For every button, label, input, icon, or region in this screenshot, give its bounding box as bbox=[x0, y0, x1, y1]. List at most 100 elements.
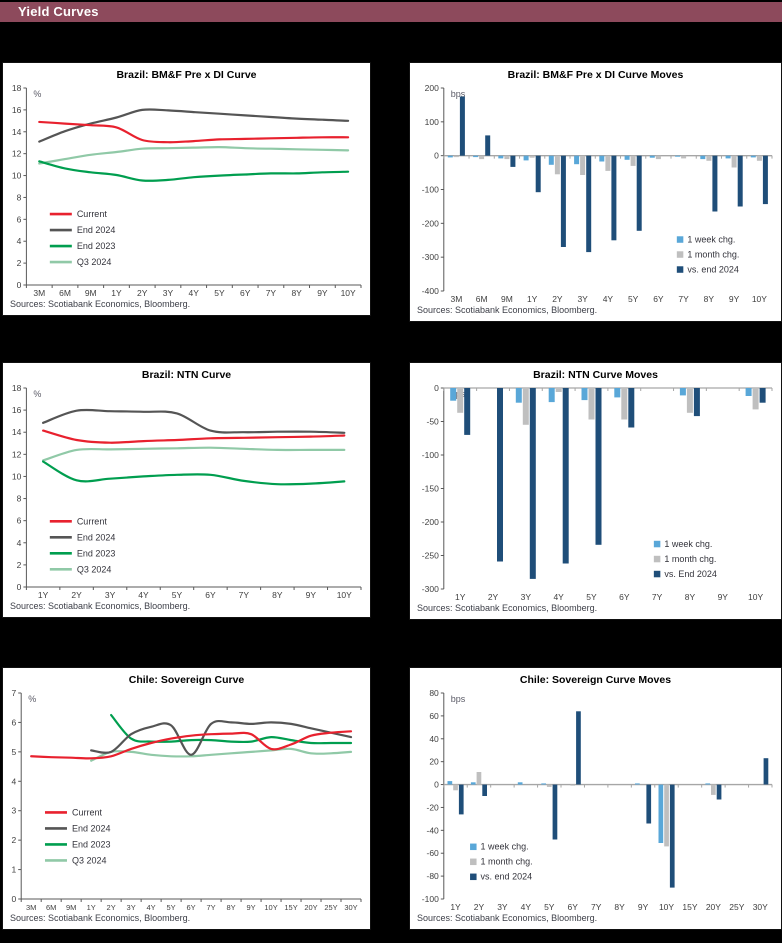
svg-text:6Y: 6Y bbox=[653, 294, 664, 304]
chart-card-chile-sovereign-curve-moves: Chile: Sovereign Curve Moves -100 -80 -60-… bbox=[409, 667, 782, 930]
svg-text:4Y: 4Y bbox=[188, 288, 199, 298]
svg-text:-300: -300 bbox=[422, 252, 439, 262]
chart-title: Brazil: NTN Curve bbox=[141, 369, 232, 381]
svg-text:2Y: 2Y bbox=[71, 590, 82, 600]
chart-title: Brazil: BM&F Pre x DI Curve Moves bbox=[507, 69, 684, 81]
svg-text:4: 4 bbox=[17, 236, 22, 246]
svg-text:1: 1 bbox=[11, 865, 16, 875]
svg-text:10Y: 10Y bbox=[748, 592, 763, 602]
svg-text:9Y: 9Y bbox=[246, 903, 255, 912]
svg-text:6Y: 6Y bbox=[205, 590, 216, 600]
svg-text:7Y: 7Y bbox=[266, 288, 277, 298]
svg-text:3Y: 3Y bbox=[105, 590, 116, 600]
svg-text:1 week chg.: 1 week chg. bbox=[481, 842, 529, 852]
svg-text:Current: Current bbox=[77, 516, 108, 526]
svg-text:9Y: 9Y bbox=[317, 288, 328, 298]
svg-text:3M: 3M bbox=[26, 903, 36, 912]
svg-text:-300: -300 bbox=[422, 584, 439, 594]
svg-text:4Y: 4Y bbox=[521, 902, 532, 912]
svg-text:0: 0 bbox=[434, 383, 439, 393]
svg-text:-100: -100 bbox=[422, 450, 439, 460]
svg-text:1 week chg.: 1 week chg. bbox=[664, 539, 712, 549]
chart-sources: Sources: Scotiabank Economics, Bloomberg… bbox=[417, 603, 598, 613]
svg-text:9Y: 9Y bbox=[638, 902, 649, 912]
svg-text:-50: -50 bbox=[427, 417, 440, 427]
chart-title: Chile: Sovereign Curve Moves bbox=[519, 674, 672, 686]
svg-text:7Y: 7Y bbox=[591, 902, 602, 912]
svg-text:1 month chg.: 1 month chg. bbox=[687, 249, 739, 259]
svg-text:8: 8 bbox=[17, 192, 22, 202]
svg-text:60: 60 bbox=[429, 711, 439, 721]
page-header: Yield Curves bbox=[0, 2, 782, 22]
svg-text:8Y: 8Y bbox=[685, 592, 696, 602]
svg-text:9Y: 9Y bbox=[718, 592, 729, 602]
svg-text:2Y: 2Y bbox=[107, 903, 116, 912]
svg-text:3M: 3M bbox=[33, 288, 45, 298]
svg-text:8: 8 bbox=[17, 494, 22, 504]
svg-text:3: 3 bbox=[11, 806, 16, 816]
svg-text:-100: -100 bbox=[422, 185, 439, 195]
svg-text:4Y: 4Y bbox=[147, 903, 156, 912]
svg-text:14: 14 bbox=[12, 427, 22, 437]
svg-text:Q3 2024: Q3 2024 bbox=[77, 257, 112, 267]
svg-text:18: 18 bbox=[12, 83, 22, 93]
svg-text:3Y: 3Y bbox=[163, 288, 174, 298]
svg-text:5Y: 5Y bbox=[586, 592, 597, 602]
svg-text:30Y: 30Y bbox=[344, 903, 357, 912]
svg-text:1 month chg.: 1 month chg. bbox=[481, 857, 533, 867]
svg-text:6: 6 bbox=[17, 516, 22, 526]
svg-text:End 2024: End 2024 bbox=[72, 823, 111, 833]
chile-sovereign-curve-moves-plot: -100 -80 -60 -40 -20 0 20 40 60 80 1Y 2Y 3Y 4Y 5Y 6Y 7Y 8… bbox=[422, 688, 773, 912]
svg-text:%: % bbox=[28, 694, 36, 704]
svg-text:6Y: 6Y bbox=[240, 288, 251, 298]
brazil-bmf-curve-plot: 0 2 4 6 8 10 12 14 16 18 3M 6M 9M 1Y 2Y 3Y 4Y 5Y 6Y 7Y 8Y 9Y 1… bbox=[12, 83, 362, 298]
svg-text:10Y: 10Y bbox=[659, 902, 674, 912]
svg-text:15Y: 15Y bbox=[284, 903, 297, 912]
svg-text:-80: -80 bbox=[427, 871, 440, 881]
svg-text:20Y: 20Y bbox=[706, 902, 721, 912]
svg-text:5Y: 5Y bbox=[544, 902, 555, 912]
svg-text:-150: -150 bbox=[422, 484, 439, 494]
svg-text:7: 7 bbox=[11, 688, 16, 698]
svg-text:Current: Current bbox=[72, 807, 103, 817]
svg-text:200: 200 bbox=[425, 83, 439, 93]
chart-sources: Sources: Scotiabank Economics, Bloomberg… bbox=[10, 601, 191, 611]
svg-text:10: 10 bbox=[12, 471, 22, 481]
svg-text:0: 0 bbox=[11, 894, 16, 904]
svg-text:7Y: 7Y bbox=[239, 590, 250, 600]
svg-text:9M: 9M bbox=[85, 288, 97, 298]
svg-text:2Y: 2Y bbox=[552, 294, 563, 304]
svg-text:Q3 2024: Q3 2024 bbox=[72, 855, 107, 865]
brazil-ntn-curve-moves-plot: -300 -250 -200 -150 -100 -50 0 1Y 2Y 3Y 4Y 5Y 6Y 7Y 8Y… bbox=[422, 383, 773, 602]
svg-text:2Y: 2Y bbox=[488, 592, 499, 602]
svg-text:1Y: 1Y bbox=[111, 288, 122, 298]
svg-text:12: 12 bbox=[12, 449, 22, 459]
svg-text:30Y: 30Y bbox=[753, 902, 768, 912]
svg-text:End 2023: End 2023 bbox=[77, 241, 116, 251]
svg-text:9M: 9M bbox=[66, 903, 76, 912]
svg-text:3Y: 3Y bbox=[521, 592, 532, 602]
svg-text:8Y: 8Y bbox=[272, 590, 283, 600]
svg-text:9Y: 9Y bbox=[729, 294, 740, 304]
svg-text:15Y: 15Y bbox=[682, 902, 697, 912]
svg-text:4Y: 4Y bbox=[553, 592, 564, 602]
svg-text:End 2023: End 2023 bbox=[72, 839, 111, 849]
svg-text:8Y: 8Y bbox=[291, 288, 302, 298]
svg-text:End 2024: End 2024 bbox=[77, 225, 116, 235]
svg-text:20: 20 bbox=[429, 757, 439, 767]
chart-title: Brazil: BM&F Pre x DI Curve bbox=[116, 69, 257, 81]
svg-text:6M: 6M bbox=[59, 288, 71, 298]
svg-text:vs. End 2024: vs. End 2024 bbox=[664, 569, 717, 579]
svg-text:Q3 2024: Q3 2024 bbox=[77, 564, 112, 574]
chart-card-brazil-ntn-curve-moves: Brazil: NTN Curve Moves -300 -250 -200 -150… bbox=[409, 362, 782, 620]
svg-text:-100: -100 bbox=[422, 894, 439, 904]
svg-text:End 2024: End 2024 bbox=[77, 532, 116, 542]
svg-text:6Y: 6Y bbox=[568, 902, 579, 912]
svg-text:5Y: 5Y bbox=[172, 590, 183, 600]
svg-text:7Y: 7Y bbox=[206, 903, 215, 912]
svg-text:8Y: 8Y bbox=[704, 294, 715, 304]
chart-card-chile-sovereign-curve: Chile: Sovereign Curve 0 1 2 3 4 5 6 7 3M 6M 9M 1Y 2… bbox=[2, 667, 371, 930]
svg-text:6Y: 6Y bbox=[619, 592, 630, 602]
svg-text:4Y: 4Y bbox=[138, 590, 149, 600]
svg-text:Current: Current bbox=[77, 209, 108, 219]
